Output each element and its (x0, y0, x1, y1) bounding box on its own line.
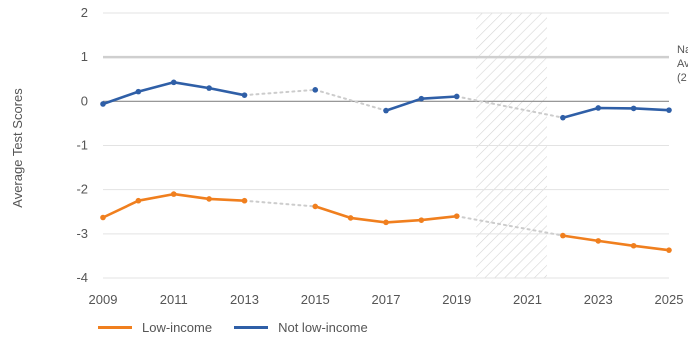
data-point-low-income (630, 242, 637, 249)
data-point-not-low-income (170, 79, 177, 86)
data-point-low-income (347, 215, 354, 221)
data-point-not-low-income (312, 87, 319, 93)
x-tick-label: 2017 (372, 292, 401, 307)
data-point-low-income (312, 203, 319, 210)
data-point-not-low-income (418, 95, 425, 102)
data-point-low-income (595, 238, 602, 244)
legend-label-not-low-income: Not low-income (278, 320, 368, 335)
data-point-not-low-income (383, 107, 389, 114)
legend-label-low-income: Low-income (142, 320, 213, 335)
x-tick-label: 2015 (301, 292, 330, 307)
y-tick-label: -4 (76, 270, 88, 285)
data-point-low-income (170, 191, 177, 197)
data-point-low-income (666, 247, 672, 253)
gap-connector-not-low-income (314, 88, 387, 112)
data-point-not-low-income (560, 114, 566, 121)
gap-connector-low-income (455, 215, 564, 237)
y-tick-label: -3 (76, 226, 88, 241)
gap-connector-not-low-income (243, 88, 317, 97)
data-point-not-low-income (630, 105, 637, 112)
y-tick-label: 0 (81, 93, 88, 108)
y-tick-label: 1 (81, 49, 88, 64)
data-point-not-low-income (206, 85, 212, 91)
data-point-not-low-income (241, 92, 248, 98)
legend-swatch-not-low-income (234, 326, 269, 329)
y-tick-label: 2 (81, 5, 88, 20)
reference-line-label-line: Av (677, 58, 688, 70)
legend-swatch-low-income (98, 326, 132, 329)
legend-item-low-income: Low-income (98, 320, 212, 335)
data-point-not-low-income (100, 101, 106, 107)
series-line-not-low-income (562, 106, 670, 119)
data-point-not-low-income (595, 105, 602, 111)
reference-line-label-line: (2 (677, 72, 687, 84)
data-point-low-income (383, 219, 389, 226)
data-point-not-low-income (666, 107, 672, 113)
gap-connector-not-low-income (455, 95, 564, 119)
y-tick-label: -1 (76, 138, 88, 153)
data-point-low-income (453, 213, 460, 219)
reference-line-label: Na Av (2 (677, 44, 688, 84)
y-axis-label: Average Test Scores (10, 88, 25, 208)
series-line-low-income (562, 234, 670, 252)
data-point-low-income (135, 197, 142, 204)
x-tick-label: 2025 (655, 292, 684, 307)
x-tick-label: 2023 (584, 292, 613, 307)
data-point-low-income (418, 217, 425, 223)
data-point-low-income (206, 196, 212, 202)
series-line-low-income (102, 192, 245, 219)
x-tick-label: 2019 (442, 292, 471, 307)
data-point-not-low-income (135, 88, 142, 95)
x-tick-label: 2021 (513, 292, 542, 307)
y-tick-label: -2 (76, 182, 88, 197)
x-tick-label: 2013 (230, 292, 259, 307)
legend-item-not-low-income: Not low-income (234, 320, 368, 335)
data-point-not-low-income (453, 93, 460, 100)
x-tick-label: 2009 (89, 292, 118, 307)
gap-connector-low-income (243, 199, 317, 208)
x-tick-label: 2011 (160, 292, 188, 307)
reference-line-label-line: Na (677, 44, 688, 56)
data-point-low-income (560, 232, 566, 239)
data-point-low-income (241, 197, 248, 204)
legend: Low-income Not low-income (98, 320, 368, 335)
data-point-low-income (100, 214, 106, 221)
